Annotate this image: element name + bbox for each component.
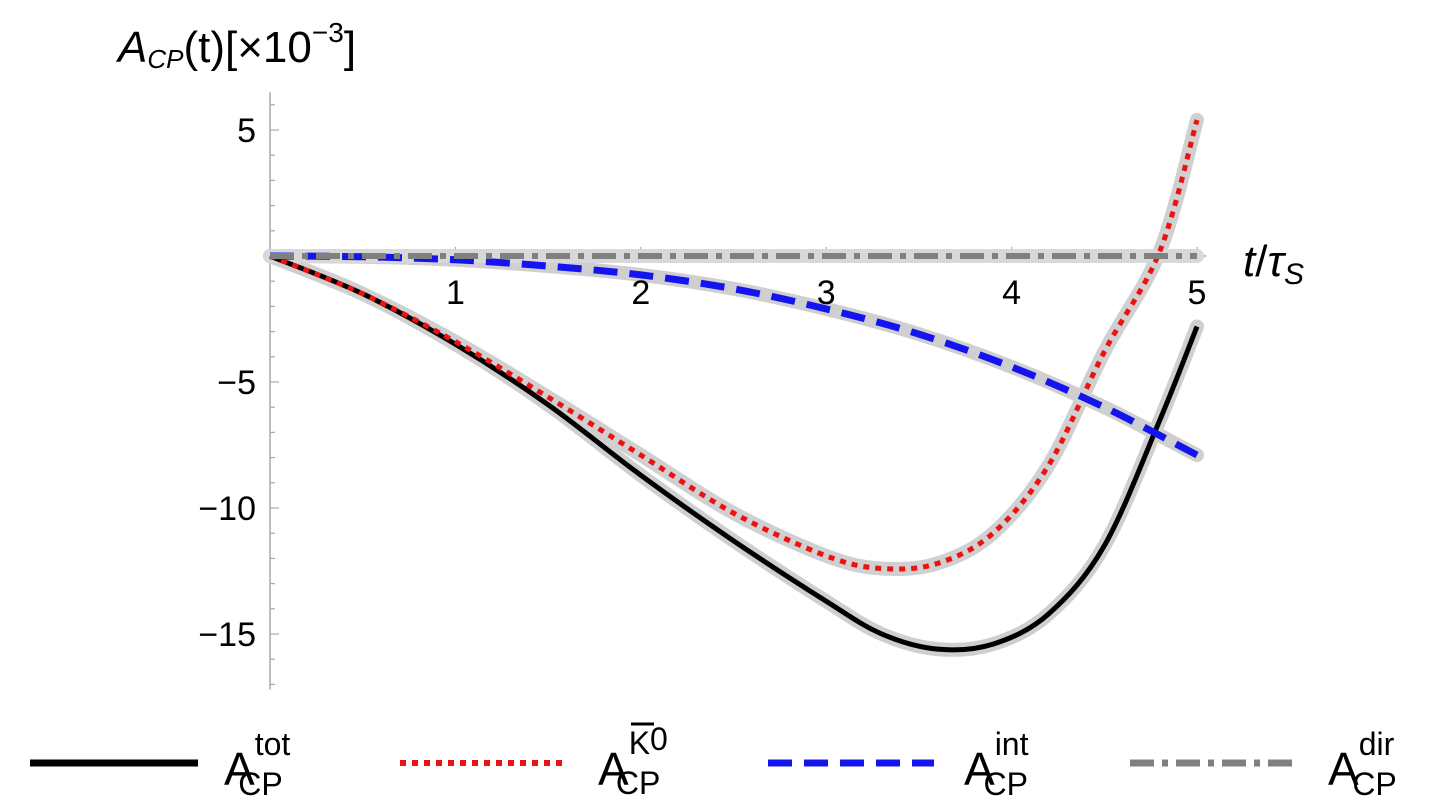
tick-labels: 1 2 3 4 5 5 −5 −10 −15 (198, 112, 1206, 654)
series-lines (269, 119, 1200, 653)
legend-label-int: Aint CP (964, 726, 1029, 802)
x-tick-label: 1 (446, 274, 465, 312)
x-tick-label: 2 (631, 274, 650, 312)
y-tick-label: −5 (217, 364, 256, 402)
x-axis-title: t/τS (1243, 237, 1304, 291)
legend-label-tot: Atot CP (224, 726, 290, 802)
band-kbar (263, 112, 1204, 577)
legend-label-dir: Adir CP (1328, 726, 1397, 802)
y-tick-label: −10 (198, 490, 256, 528)
x-tick-label: 4 (1002, 274, 1021, 312)
y-tick-label: −15 (198, 616, 256, 654)
x-tick-label: 3 (817, 274, 836, 312)
legend: Atot CP AK0 CP Aint CP Adir CP (30, 721, 1397, 802)
series-line-kbar (269, 119, 1200, 572)
y-tick-label: 5 (237, 112, 256, 150)
band-int (263, 249, 1204, 463)
legend-label-kbar: AK0 CP (598, 721, 668, 801)
x-tick-label: 5 (1188, 274, 1207, 312)
y-axis-title: ACP(t)[×10−3] (115, 17, 356, 74)
